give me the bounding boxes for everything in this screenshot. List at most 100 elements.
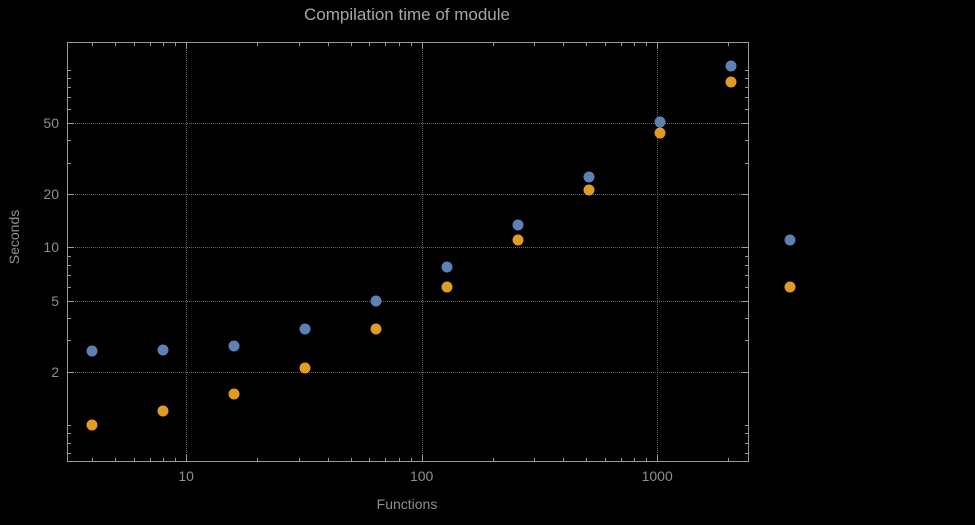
plot-area: 10 100 1000 2 5 10 20 50 xyxy=(43,42,749,484)
x-minor-tick xyxy=(92,43,94,46)
y-minor-tick xyxy=(68,452,71,454)
y-minor-tick xyxy=(745,255,748,257)
x-minor-tick xyxy=(728,43,730,46)
y-minor-tick xyxy=(68,425,71,427)
x-gridline xyxy=(186,43,188,461)
x-gridline xyxy=(657,43,659,461)
x-minor-tick xyxy=(257,458,259,461)
x-minor-tick xyxy=(385,43,387,46)
y-minor-tick xyxy=(68,86,71,88)
y-major-tick xyxy=(742,371,748,373)
y-minor-tick xyxy=(745,425,748,427)
x-minor-tick xyxy=(634,458,636,461)
y-minor-tick xyxy=(745,109,748,110)
data-point-series-2 xyxy=(583,184,595,196)
y-gridline xyxy=(68,193,748,195)
y-minor-tick xyxy=(68,318,71,320)
data-point-series-2 xyxy=(86,419,98,431)
y-major-tick xyxy=(68,300,74,302)
y-major-tick xyxy=(68,193,74,195)
x-minor-tick xyxy=(163,458,165,461)
y-gridline xyxy=(68,123,748,125)
y-minor-tick xyxy=(745,264,748,266)
data-point-series-1 xyxy=(157,344,169,356)
data-point-series-2 xyxy=(157,405,169,417)
data-point-series-1 xyxy=(299,323,311,335)
y-minor-tick xyxy=(745,442,748,444)
x-minor-tick xyxy=(398,458,400,461)
data-point-series-2 xyxy=(654,127,666,139)
legend-marker-series-1 xyxy=(784,234,796,246)
y-minor-tick xyxy=(745,286,748,288)
x-minor-tick xyxy=(620,458,622,461)
y-minor-tick xyxy=(745,452,748,454)
y-major-tick xyxy=(742,193,748,195)
x-major-tick xyxy=(186,455,188,461)
x-minor-tick xyxy=(398,43,400,46)
y-minor-tick xyxy=(68,255,71,257)
x-minor-tick xyxy=(327,458,329,461)
y-tick-label: 5 xyxy=(51,292,59,309)
x-minor-tick xyxy=(257,43,259,46)
data-point-series-2 xyxy=(228,388,240,400)
y-major-tick xyxy=(68,371,74,373)
x-minor-tick xyxy=(175,43,177,46)
y-major-tick xyxy=(742,123,748,125)
x-tick-label: 10 xyxy=(178,468,194,484)
y-minor-tick xyxy=(745,162,748,164)
x-major-tick xyxy=(421,455,423,461)
x-minor-tick xyxy=(646,458,648,461)
x-tick-label: 1000 xyxy=(641,468,673,484)
x-minor-tick xyxy=(115,458,117,461)
x-minor-tick xyxy=(410,458,412,461)
y-minor-tick xyxy=(745,318,748,320)
x-major-tick xyxy=(657,43,659,49)
data-point-series-2 xyxy=(725,76,736,88)
x-minor-tick xyxy=(133,458,135,461)
data-point-series-1 xyxy=(512,219,524,231)
x-minor-tick xyxy=(604,43,606,46)
data-point-series-1 xyxy=(725,60,736,72)
y-minor-tick xyxy=(68,97,71,99)
x-minor-tick xyxy=(492,458,494,461)
y-major-tick xyxy=(68,247,74,249)
y-minor-tick xyxy=(745,97,748,99)
y-minor-tick xyxy=(745,433,748,435)
x-minor-tick xyxy=(604,458,606,461)
data-point-series-1 xyxy=(654,116,666,128)
x-minor-tick xyxy=(350,458,352,461)
y-tick-label: 2 xyxy=(51,363,59,380)
y-tick-label: 50 xyxy=(43,115,59,132)
x-minor-tick xyxy=(175,458,177,461)
x-minor-tick xyxy=(298,43,300,46)
x-major-tick xyxy=(657,455,659,461)
x-major-tick xyxy=(421,43,423,49)
y-minor-tick xyxy=(745,274,748,276)
x-minor-tick xyxy=(492,43,494,46)
data-point-series-2 xyxy=(512,234,524,246)
legend-marker-series-2 xyxy=(784,281,796,293)
y-minor-tick xyxy=(745,77,748,79)
x-gridline xyxy=(421,43,423,461)
y-gridline xyxy=(68,371,748,373)
data-point-series-1 xyxy=(86,345,98,357)
x-minor-tick xyxy=(327,43,329,46)
x-minor-tick xyxy=(563,458,565,461)
x-minor-tick xyxy=(163,43,165,46)
y-major-tick xyxy=(68,123,74,125)
y-gridline xyxy=(68,300,748,302)
x-minor-tick xyxy=(350,43,352,46)
y-minor-tick xyxy=(68,274,71,276)
x-minor-tick xyxy=(298,458,300,461)
x-minor-tick xyxy=(634,43,636,46)
data-point-series-2 xyxy=(299,362,311,374)
y-major-tick xyxy=(742,247,748,249)
y-minor-tick xyxy=(745,86,748,88)
x-minor-tick xyxy=(563,43,565,46)
y-minor-tick xyxy=(68,140,71,142)
data-point-series-2 xyxy=(370,323,382,335)
data-point-series-1 xyxy=(583,171,595,183)
y-minor-tick xyxy=(745,340,748,342)
y-tick-label: 20 xyxy=(43,185,59,202)
y-minor-tick xyxy=(68,264,71,266)
